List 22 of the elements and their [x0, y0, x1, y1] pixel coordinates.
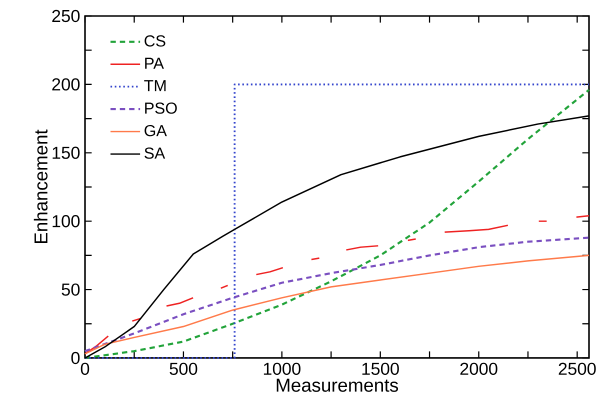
x-tick-label: 1000	[264, 362, 300, 375]
legend-label: TM	[144, 80, 166, 92]
legend-label: PA	[145, 58, 164, 69]
y-tick-label: 250	[52, 10, 80, 22]
x-tick-label: 2500	[558, 362, 596, 375]
x-tick-label: 0	[80, 362, 90, 375]
x-tick-label: 2000	[460, 362, 498, 375]
legend-label: PSO	[145, 102, 177, 114]
line-series	[84, 236, 590, 352]
y-tick-label: 100	[52, 215, 80, 228]
legend-label: GA	[144, 124, 167, 136]
y-tick-label: 200	[52, 78, 80, 91]
y-axis-title: Enhancement	[34, 130, 48, 244]
x-tick-label: 1500	[362, 362, 399, 375]
y-tick-label: 0	[71, 352, 80, 364]
line-series	[84, 254, 590, 355]
x-axis-title: Measurements	[276, 378, 398, 392]
legend-label: CS	[144, 35, 166, 47]
y-tick-label: 150	[52, 146, 80, 159]
x-tick-label: 500	[170, 362, 198, 375]
y-tick-label: 50	[62, 283, 80, 296]
legend-label: SA	[144, 147, 166, 159]
